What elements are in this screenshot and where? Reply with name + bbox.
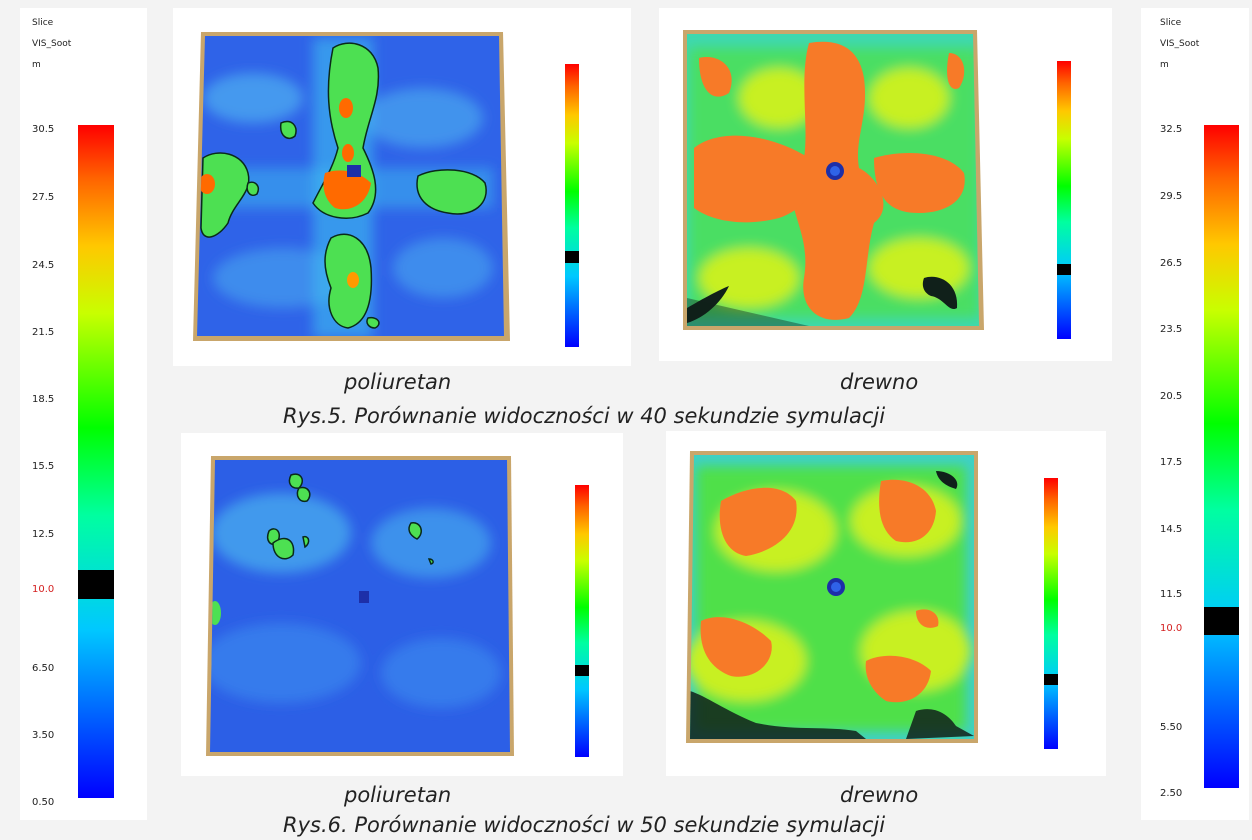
right-legend-tick: 23.5 <box>1160 324 1183 335</box>
left-colorbar <box>78 125 114 798</box>
fig6-drewno-image <box>666 431 1106 776</box>
right-legend-tick: 20.5 <box>1160 391 1183 402</box>
left-legend-tick: 24.5 <box>32 260 55 271</box>
right-legend-tick: 17.5 <box>1160 457 1183 468</box>
left-legend-quantity: VIS_Soot <box>32 39 72 49</box>
left-legend-unit: m <box>32 60 41 70</box>
left-legend-title: Slice <box>32 18 54 28</box>
right-legend-tick: 29.5 <box>1160 191 1183 202</box>
left-legend-tick: 21.5 <box>32 327 55 338</box>
fig6-caption: Rys.6. Porównanie widoczności w 50 sekun… <box>283 813 886 837</box>
right-legend-tick: 5.50 <box>1160 722 1183 733</box>
left-legend-tick: 0.50 <box>32 797 55 808</box>
left-legend-panel: Slice VIS_Soot m 30.5 27.5 24.5 21.5 18.5 15.… <box>20 8 147 820</box>
left-legend-tick: 18.5 <box>32 394 55 405</box>
fig6-drewno-label: drewno <box>840 783 919 807</box>
fig5-caption: Rys.5. Porównanie widoczności w 40 sekun… <box>283 404 886 428</box>
right-legend-quantity: VIS_Soot <box>1160 39 1200 49</box>
fig6-poliuretan-image <box>181 433 623 776</box>
right-legend-panel: Slice VIS_Soot m 32.5 29.5 26.5 23.5 20.5 17.… <box>1141 8 1249 820</box>
fig5-poliuretan-image <box>173 8 631 366</box>
fig5-drewno-label: drewno <box>840 370 919 394</box>
right-legend-title: Slice <box>1160 18 1182 28</box>
right-legend-tick: 14.5 <box>1160 524 1183 535</box>
left-legend-tick: 27.5 <box>32 192 55 203</box>
left-legend-tick: 10.0 <box>32 584 55 595</box>
fig5-drewno-image <box>659 8 1112 361</box>
fig6-poliuretan-label: poliuretan <box>344 783 452 807</box>
left-legend-tick: 15.5 <box>32 461 55 472</box>
left-legend-tick: 12.5 <box>32 529 55 540</box>
left-legend-tick: 6.50 <box>32 663 55 674</box>
fig5-poliuretan-label: poliuretan <box>344 370 452 394</box>
left-legend-tick: 3.50 <box>32 730 55 741</box>
right-legend-tick: 11.5 <box>1160 589 1183 600</box>
left-legend-tick: 30.5 <box>32 124 55 135</box>
right-legend-tick: 10.0 <box>1160 623 1183 634</box>
right-legend-tick: 2.50 <box>1160 788 1183 799</box>
right-legend-unit: m <box>1160 60 1169 70</box>
right-legend-tick: 26.5 <box>1160 258 1183 269</box>
right-colorbar <box>1204 125 1239 788</box>
right-legend-tick: 32.5 <box>1160 124 1183 135</box>
